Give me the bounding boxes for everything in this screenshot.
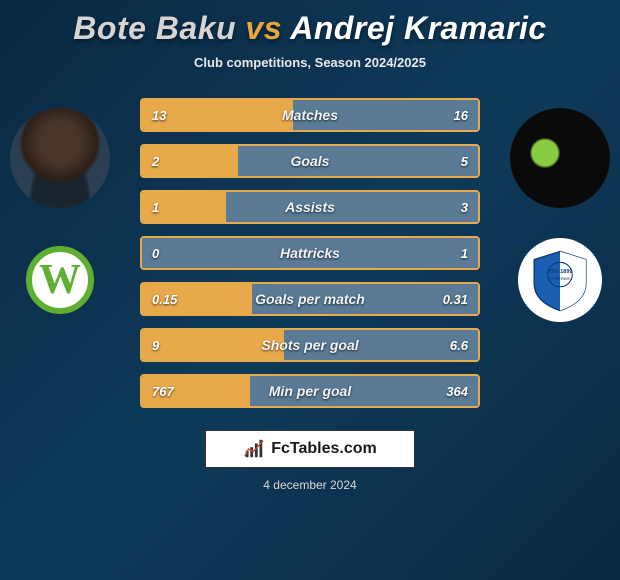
stat-row: 1 Assists 3 [140,190,480,224]
svg-text:TSG 1899: TSG 1899 [548,269,573,275]
stat-value-left: 767 [152,384,174,399]
stat-row: 9 Shots per goal 6.6 [140,328,480,362]
player2-avatar [510,108,610,208]
player1-club-logo [18,238,102,322]
stat-value-left: 2 [152,154,159,169]
stat-row: 767 Min per goal 364 [140,374,480,408]
stat-value-right: 6.6 [450,338,468,353]
bar-fill-right [238,146,478,176]
hoffenheim-shield-icon: TSG 1899 Hoffenheim [526,246,594,314]
footer-site: FcTables.com [271,440,377,458]
stat-label: Matches [282,107,338,123]
stat-value-right: 3 [461,200,468,215]
footer-date: 4 december 2024 [0,478,620,492]
stat-label: Hattricks [280,245,340,261]
stat-row: 0 Hattricks 1 [140,236,480,270]
stat-label: Min per goal [269,383,351,399]
stat-value-left: 1 [152,200,159,215]
stat-row: 0.15 Goals per match 0.31 [140,282,480,316]
stat-label: Shots per goal [261,337,358,353]
svg-text:Hoffenheim: Hoffenheim [550,276,571,281]
stat-value-left: 0.15 [152,292,177,307]
stats-bars: 13 Matches 16 2 Goals 5 1 Assists 3 0 Ha… [140,98,480,408]
stat-value-right: 1 [461,246,468,261]
stat-value-left: 9 [152,338,159,353]
footer-badge: FcTables.com [205,430,415,468]
stat-label: Goals per match [255,291,365,307]
title-player1: Bote Baku [73,10,236,46]
title-vs: vs [245,10,282,46]
bar-fill-right [226,192,478,222]
player2-club-logo: TSG 1899 Hoffenheim [518,238,602,322]
title-player2: Andrej Kramaric [290,10,546,46]
stat-row: 2 Goals 5 [140,144,480,178]
stat-label: Assists [285,199,335,215]
stat-value-right: 0.31 [443,292,468,307]
chart-icon [243,438,265,460]
stat-value-left: 13 [152,108,166,123]
comparison-content: TSG 1899 Hoffenheim 13 Matches 16 2 Goal… [0,98,620,408]
stat-row: 13 Matches 16 [140,98,480,132]
stat-value-left: 0 [152,246,159,261]
page-title: Bote Baku vs Andrej Kramaric [0,0,620,47]
stat-label: Goals [291,153,330,169]
stat-value-right: 16 [454,108,468,123]
subtitle: Club competitions, Season 2024/2025 [0,55,620,70]
stat-value-right: 364 [446,384,468,399]
player1-avatar [10,108,110,208]
stat-value-right: 5 [461,154,468,169]
